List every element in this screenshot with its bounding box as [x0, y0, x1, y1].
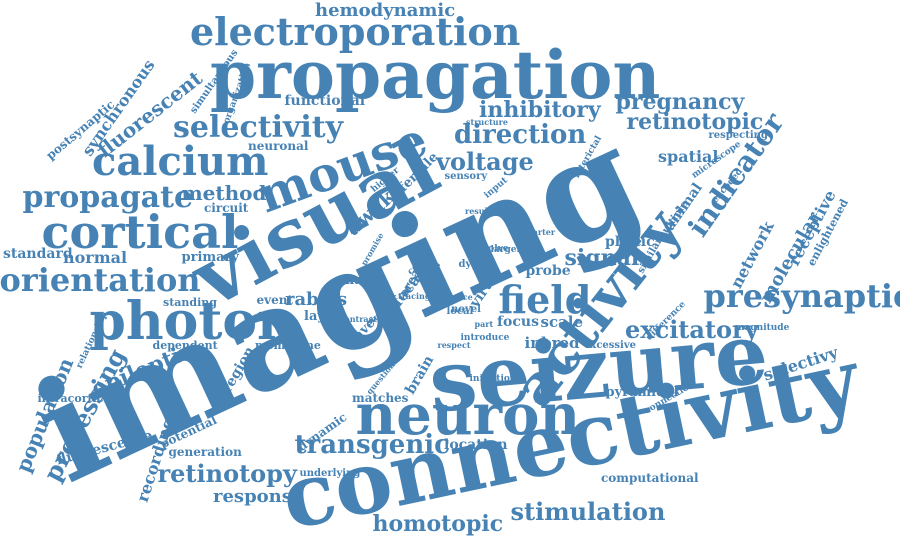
cloud-word: neuron	[355, 382, 581, 448]
cloud-word: calcium	[92, 138, 269, 185]
cloud-word: result	[465, 206, 492, 216]
cloud-word: field	[498, 277, 592, 322]
cloud-word: hemodynamic	[315, 0, 456, 21]
cloud-word: respecting	[708, 130, 768, 141]
cloud-word: electroporation	[190, 9, 521, 54]
cloud-word: propagation	[210, 36, 661, 114]
cloud-word: retinotopy	[157, 459, 297, 488]
cloud-word: pregnancy	[615, 89, 745, 115]
cloud-word: functional	[284, 93, 366, 109]
cloud-word: introduce	[460, 332, 510, 343]
cloud-word: space	[447, 292, 473, 302]
cloud-word: method	[181, 181, 267, 205]
cloud-word: direction	[454, 120, 587, 150]
cloud-word: spatial	[658, 147, 719, 166]
cloud-word: primary	[181, 249, 239, 265]
cloud-word: photon	[89, 291, 295, 352]
cloud-word: underlying	[299, 468, 361, 479]
cloud-word: location	[444, 437, 508, 453]
cloud-word: matches	[352, 391, 409, 405]
cloud-word: probe	[525, 263, 571, 279]
cloud-word: inbred	[524, 333, 580, 352]
cloud-word: homotopic	[372, 511, 504, 537]
cloud-word: circuit	[204, 201, 249, 215]
cloud-word: rabies	[285, 289, 348, 310]
cloud-word: photic	[605, 234, 655, 250]
cloud-word: stimulation	[510, 497, 666, 526]
cloud-word: retinotopic	[626, 109, 764, 135]
cloud-word: event	[256, 293, 294, 307]
cloud-word: dependent	[152, 338, 218, 352]
cloud-word: transgenic	[294, 430, 450, 460]
cloud-word: standing	[163, 295, 217, 309]
cloud-word: time	[420, 260, 441, 270]
cloud-word: starter	[524, 227, 556, 237]
cloud-word: response	[213, 486, 304, 507]
cloud-word: presynaptic	[703, 277, 900, 315]
cloud-word: initiation	[469, 373, 517, 384]
cloud-word: neuronal	[248, 139, 309, 153]
cloud-word: excitatory	[625, 315, 759, 344]
cloud-word: sensory	[444, 171, 488, 182]
cloud-word: male	[340, 272, 376, 288]
cloud-word: novel	[451, 304, 481, 315]
cloud-word: pyramidal	[605, 384, 679, 400]
cloud-word: scale	[540, 312, 584, 331]
cloud-word: layer	[304, 308, 341, 324]
cloud-word: computational	[601, 471, 699, 485]
cloud-word: tracing	[398, 291, 431, 301]
cloud-word: orientation	[0, 261, 201, 299]
cloud-word: selectivity	[173, 110, 344, 145]
cloud-word: respect	[437, 340, 471, 350]
cloud-word: contrast	[339, 314, 377, 324]
cloud-word: inhibitory	[479, 97, 601, 123]
cloud-word: voltage	[436, 147, 534, 176]
cloud-word: standard	[3, 246, 73, 262]
cloud-word: larger	[490, 244, 522, 255]
cloud-word: focus	[497, 314, 539, 330]
cloud-word: signal	[564, 245, 640, 271]
cloud-word: intracortical	[37, 391, 115, 405]
cloud-word: dye	[458, 259, 478, 270]
cloud-word: part	[474, 319, 494, 329]
cloud-word: magnitude	[735, 322, 790, 333]
cloud-word: generation	[168, 445, 242, 459]
cloud-word: normal	[63, 248, 128, 267]
cloud-word: involve	[473, 243, 509, 254]
cloud-word: structure	[466, 117, 508, 127]
cloud-word: excessive	[584, 340, 637, 351]
cloud-word: cortical	[41, 205, 239, 259]
cloud-word: local	[446, 306, 474, 317]
cloud-word: membrane	[255, 338, 321, 352]
cloud-word: propagate	[22, 180, 194, 215]
